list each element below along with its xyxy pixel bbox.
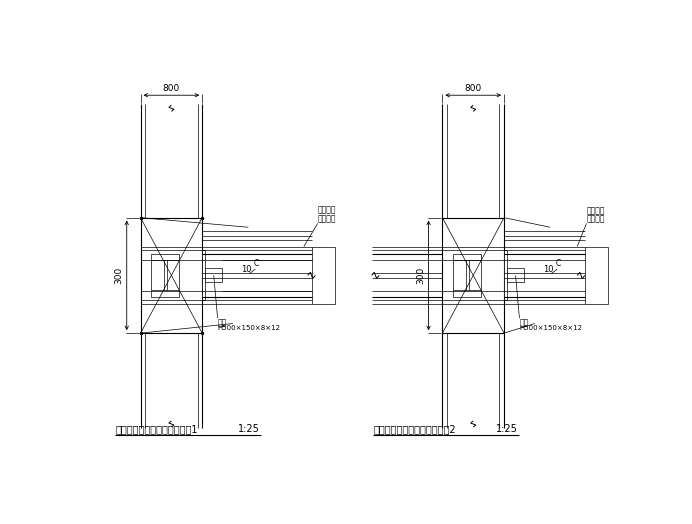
Text: H500×150×8×12: H500×150×8×12: [217, 325, 280, 331]
Bar: [152, 254, 179, 297]
Text: 钢梁: 钢梁: [520, 318, 529, 327]
Bar: [442, 217, 504, 333]
Text: 800: 800: [163, 84, 180, 93]
Text: 钢梁: 钢梁: [217, 318, 227, 327]
Text: 300: 300: [417, 267, 426, 284]
Bar: [206, 268, 222, 282]
Bar: [202, 250, 206, 300]
Bar: [453, 254, 481, 297]
Text: C: C: [555, 259, 561, 268]
Bar: [585, 246, 608, 304]
Text: 10: 10: [543, 265, 554, 274]
Text: 1:25: 1:25: [238, 424, 260, 434]
Text: 受拉纵筋: 受拉纵筋: [586, 214, 605, 223]
Text: 受拉纵筋: 受拉纵筋: [318, 214, 336, 223]
Bar: [507, 268, 524, 282]
Bar: [504, 250, 507, 300]
Text: 型钢柱与梁连接节点配筋构造1: 型钢柱与梁连接节点配筋构造1: [115, 424, 198, 434]
Text: 型钢柱与梁连接节点配筋构造2: 型钢柱与梁连接节点配筋构造2: [373, 424, 456, 434]
Text: H500×150×8×12: H500×150×8×12: [520, 325, 583, 331]
Text: 1:25: 1:25: [496, 424, 518, 434]
Text: 300: 300: [115, 267, 124, 284]
Text: C: C: [253, 259, 259, 268]
Bar: [311, 246, 335, 304]
Bar: [140, 217, 202, 333]
Text: 箍筋构造: 箍筋构造: [586, 207, 605, 216]
Text: 受拉纵筋: 受拉纵筋: [318, 205, 336, 214]
Text: 10: 10: [242, 265, 252, 274]
Text: 800: 800: [464, 84, 482, 93]
